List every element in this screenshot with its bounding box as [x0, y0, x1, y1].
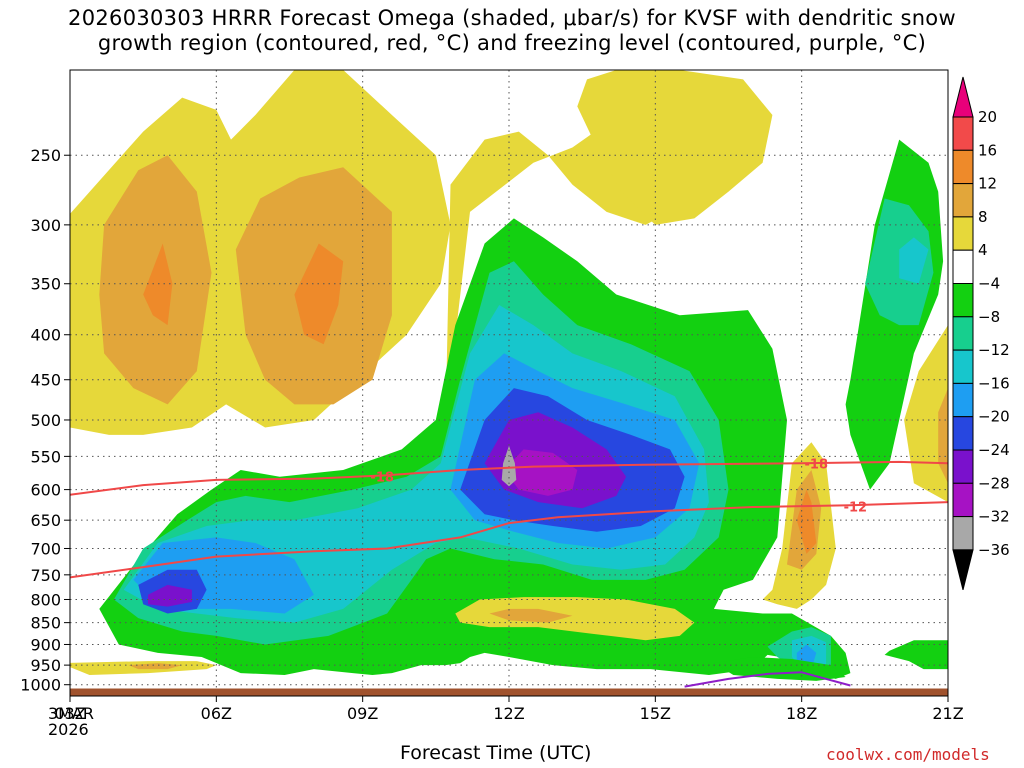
colorbar-tick-label: 20 — [978, 108, 997, 126]
grid-lines — [70, 70, 948, 696]
x-tick-label: 06Z — [201, 704, 232, 723]
isotherm--12 — [70, 501, 948, 579]
y-tick-label: 750 — [30, 566, 61, 585]
colorbar-tick-label: −8 — [978, 308, 1000, 326]
omega-region-cyan-right-upper — [899, 237, 929, 284]
terrain-bar — [70, 688, 948, 696]
y-tick-label: 650 — [30, 511, 61, 530]
omega-region-magenta-center — [504, 449, 578, 496]
colorbar-tick-label: −4 — [978, 275, 1000, 293]
omega-region-upper-deep-orange-right — [294, 243, 344, 345]
colorbar-tick-label: −28 — [978, 474, 1010, 492]
colorbar-swatch — [952, 183, 974, 218]
omega-shading — [70, 70, 948, 681]
colorbar-top-arrow — [952, 76, 974, 118]
y-tick-label: 700 — [30, 539, 61, 558]
colorbar-tick-label: −16 — [978, 374, 1010, 392]
omega-region-purple-left — [148, 584, 192, 607]
x-tick-label: 12Z — [493, 704, 524, 723]
colorbar-tick-label: 12 — [978, 175, 997, 193]
title-line-2: growth region (contoured, red, °C) and f… — [97, 31, 927, 55]
omega-region-yellow-right-edge — [904, 325, 948, 503]
omega-region-orange-low-left — [128, 663, 183, 670]
isotherm-label--18: -18 — [370, 471, 394, 486]
y-tick-label: 300 — [30, 216, 61, 235]
colorbar: 20 16 12 8 4 −4 −8 −12 −16 −20 −24 −28 −32 −36 — [952, 76, 1010, 591]
x-tick-label: 03Z — [54, 704, 85, 723]
title-line-1: 2026030303 HRRR Forecast Omega (shaded, … — [68, 6, 956, 30]
y-tick-label: 950 — [30, 656, 61, 675]
colorbar-swatch — [952, 316, 974, 351]
colorbar-tick-label: 16 — [978, 141, 997, 159]
colorbar-tick-label: −24 — [978, 441, 1010, 459]
y-tick-label: 850 — [30, 614, 61, 633]
isotherm-label--12: -12 — [844, 500, 868, 515]
colorbar-swatch — [952, 516, 974, 551]
y-tick-label: 800 — [30, 590, 61, 609]
y-tick-label: 550 — [30, 447, 61, 466]
y-tick-label: 250 — [30, 146, 61, 165]
y-tick-label: 350 — [30, 275, 61, 294]
source-credit: coolwx.com/models — [826, 745, 990, 764]
colorbar-swatch — [952, 216, 974, 251]
colorbar-swatch — [952, 449, 974, 484]
omega-region-orange-right-edge — [938, 388, 948, 484]
colorbar-swatch — [952, 116, 974, 151]
colorbar-tick-label: 4 — [978, 241, 988, 259]
isotherm-contours: -18 -18 -12 — [70, 457, 948, 688]
chart-title: 2026030303 HRRR Forecast Omega (shaded, … — [0, 6, 1024, 56]
start-date-year: 2026 — [48, 720, 89, 739]
isotherm--18 — [70, 460, 948, 496]
colorbar-swatch — [952, 283, 974, 318]
terrain-ground — [70, 688, 948, 696]
colorbar-tick-label: 8 — [978, 208, 988, 226]
y-tick-label: 500 — [30, 411, 61, 430]
freezing-level-line — [684, 671, 851, 688]
x-tick-label: 15Z — [640, 704, 671, 723]
colorbar-tick-label: −20 — [978, 408, 1010, 426]
y-tick-label: 450 — [30, 371, 61, 390]
colorbar-tick-label: −32 — [978, 508, 1010, 526]
omega-region-orange-mid-low-core — [489, 608, 573, 623]
omega-region-orange-mid-low — [455, 597, 695, 641]
colorbar-tick-label: −36 — [978, 541, 1010, 559]
start-date-label: 3MAR 2026 — [48, 706, 94, 738]
omega-region-green-lower-right — [884, 640, 948, 670]
colorbar-swatch — [952, 382, 974, 418]
colorbar-swatch — [952, 416, 974, 451]
y-tick-label: 600 — [30, 481, 61, 500]
y-axis: 250 300 350 400 450 500 550 600 650 700 750 800 850 9… — [20, 146, 70, 695]
y-tick-label: 1000 — [20, 676, 61, 695]
x-axis-title: Forecast Time (UTC) — [400, 742, 592, 764]
x-tick-label: 18Z — [786, 704, 817, 723]
start-date-day: 3MAR — [48, 704, 95, 723]
x-tick-label: 21Z — [932, 704, 963, 723]
colorbar-swatch — [952, 249, 974, 284]
y-tick-label: 900 — [30, 635, 61, 654]
x-axis: 03Z 06Z 09Z 12Z 15Z 18Z 21Z — [54, 696, 964, 723]
colorbar-swatch — [952, 482, 974, 518]
isotherm-label--18: -18 — [805, 457, 829, 472]
x-tick-label: 09Z — [347, 704, 378, 723]
y-tick-label: 400 — [30, 326, 61, 345]
colorbar-swatch — [952, 349, 974, 384]
omega-region-upper-deep-orange-left — [143, 243, 173, 326]
colorbar-tick-label: −12 — [978, 341, 1010, 359]
omega-region-top-yellow-blob — [577, 70, 773, 225]
colorbar-bottom-arrow — [952, 549, 974, 591]
colorbar-swatch — [952, 149, 974, 185]
